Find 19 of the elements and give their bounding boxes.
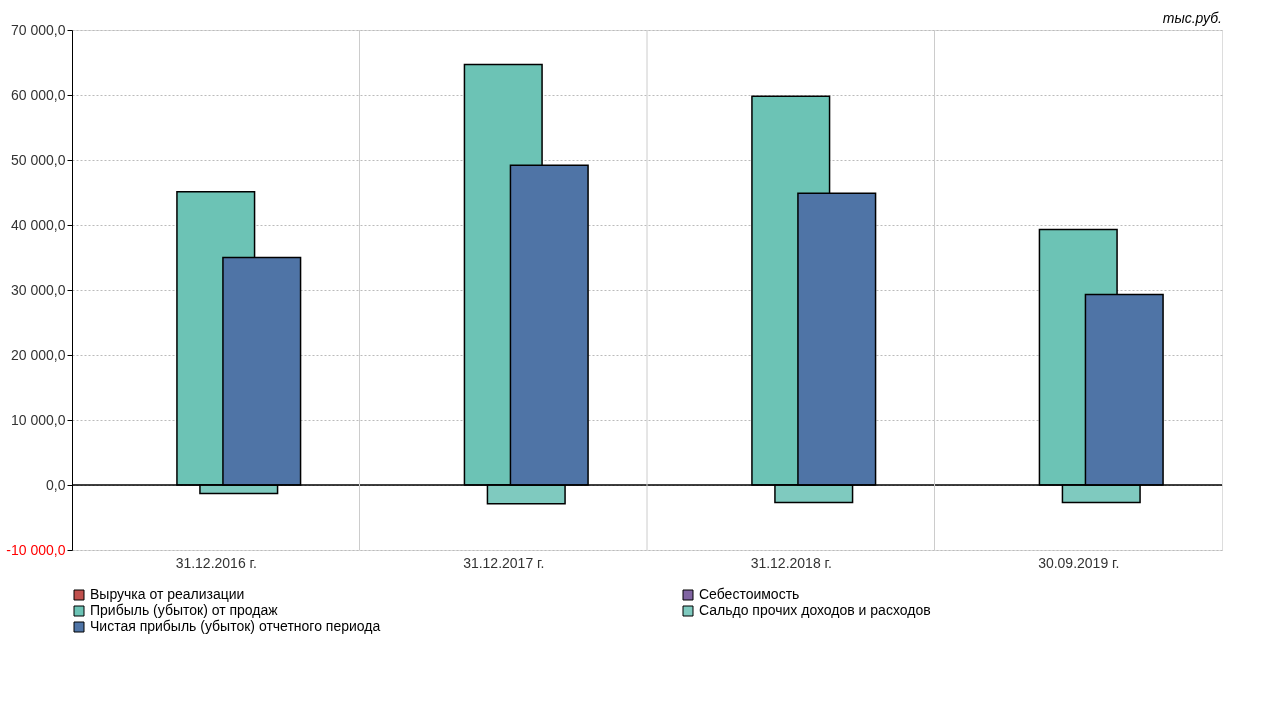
y-tick-label: 40 000,0 (11, 216, 66, 233)
y-tick-label: 0,0 (46, 476, 66, 493)
legend-label: Сальдо прочих доходов и расходов (699, 602, 931, 618)
legend-label: Выручка от реализации (90, 586, 245, 602)
legend-label: Чистая прибыль (убыток) отчетного периода (90, 618, 381, 634)
x-tick-label: 31.12.2017 г. (463, 554, 545, 571)
x-tick-label: 31.12.2018 г. (750, 554, 832, 571)
y-tick-label: -10 000,0 (6, 541, 66, 558)
y-tick-label: 60 000,0 (11, 86, 66, 103)
y-tick-label: 50 000,0 (11, 151, 66, 168)
y-tick-label: 30 000,0 (11, 281, 66, 298)
x-tick-label: 30.09.2019 г. (1038, 554, 1120, 571)
legend-label: Себестоимость (699, 586, 800, 602)
legend-label: Прибыль (убыток) от продаж (90, 602, 279, 618)
y-tick-label: 10 000,0 (11, 411, 66, 428)
y-tick-label: 70 000,0 (11, 21, 66, 38)
text: тыс.руб. (1162, 10, 1222, 26)
x-tick-label: 31.12.2016 г. (175, 554, 257, 571)
y-tick-label: 20 000,0 (11, 346, 66, 363)
